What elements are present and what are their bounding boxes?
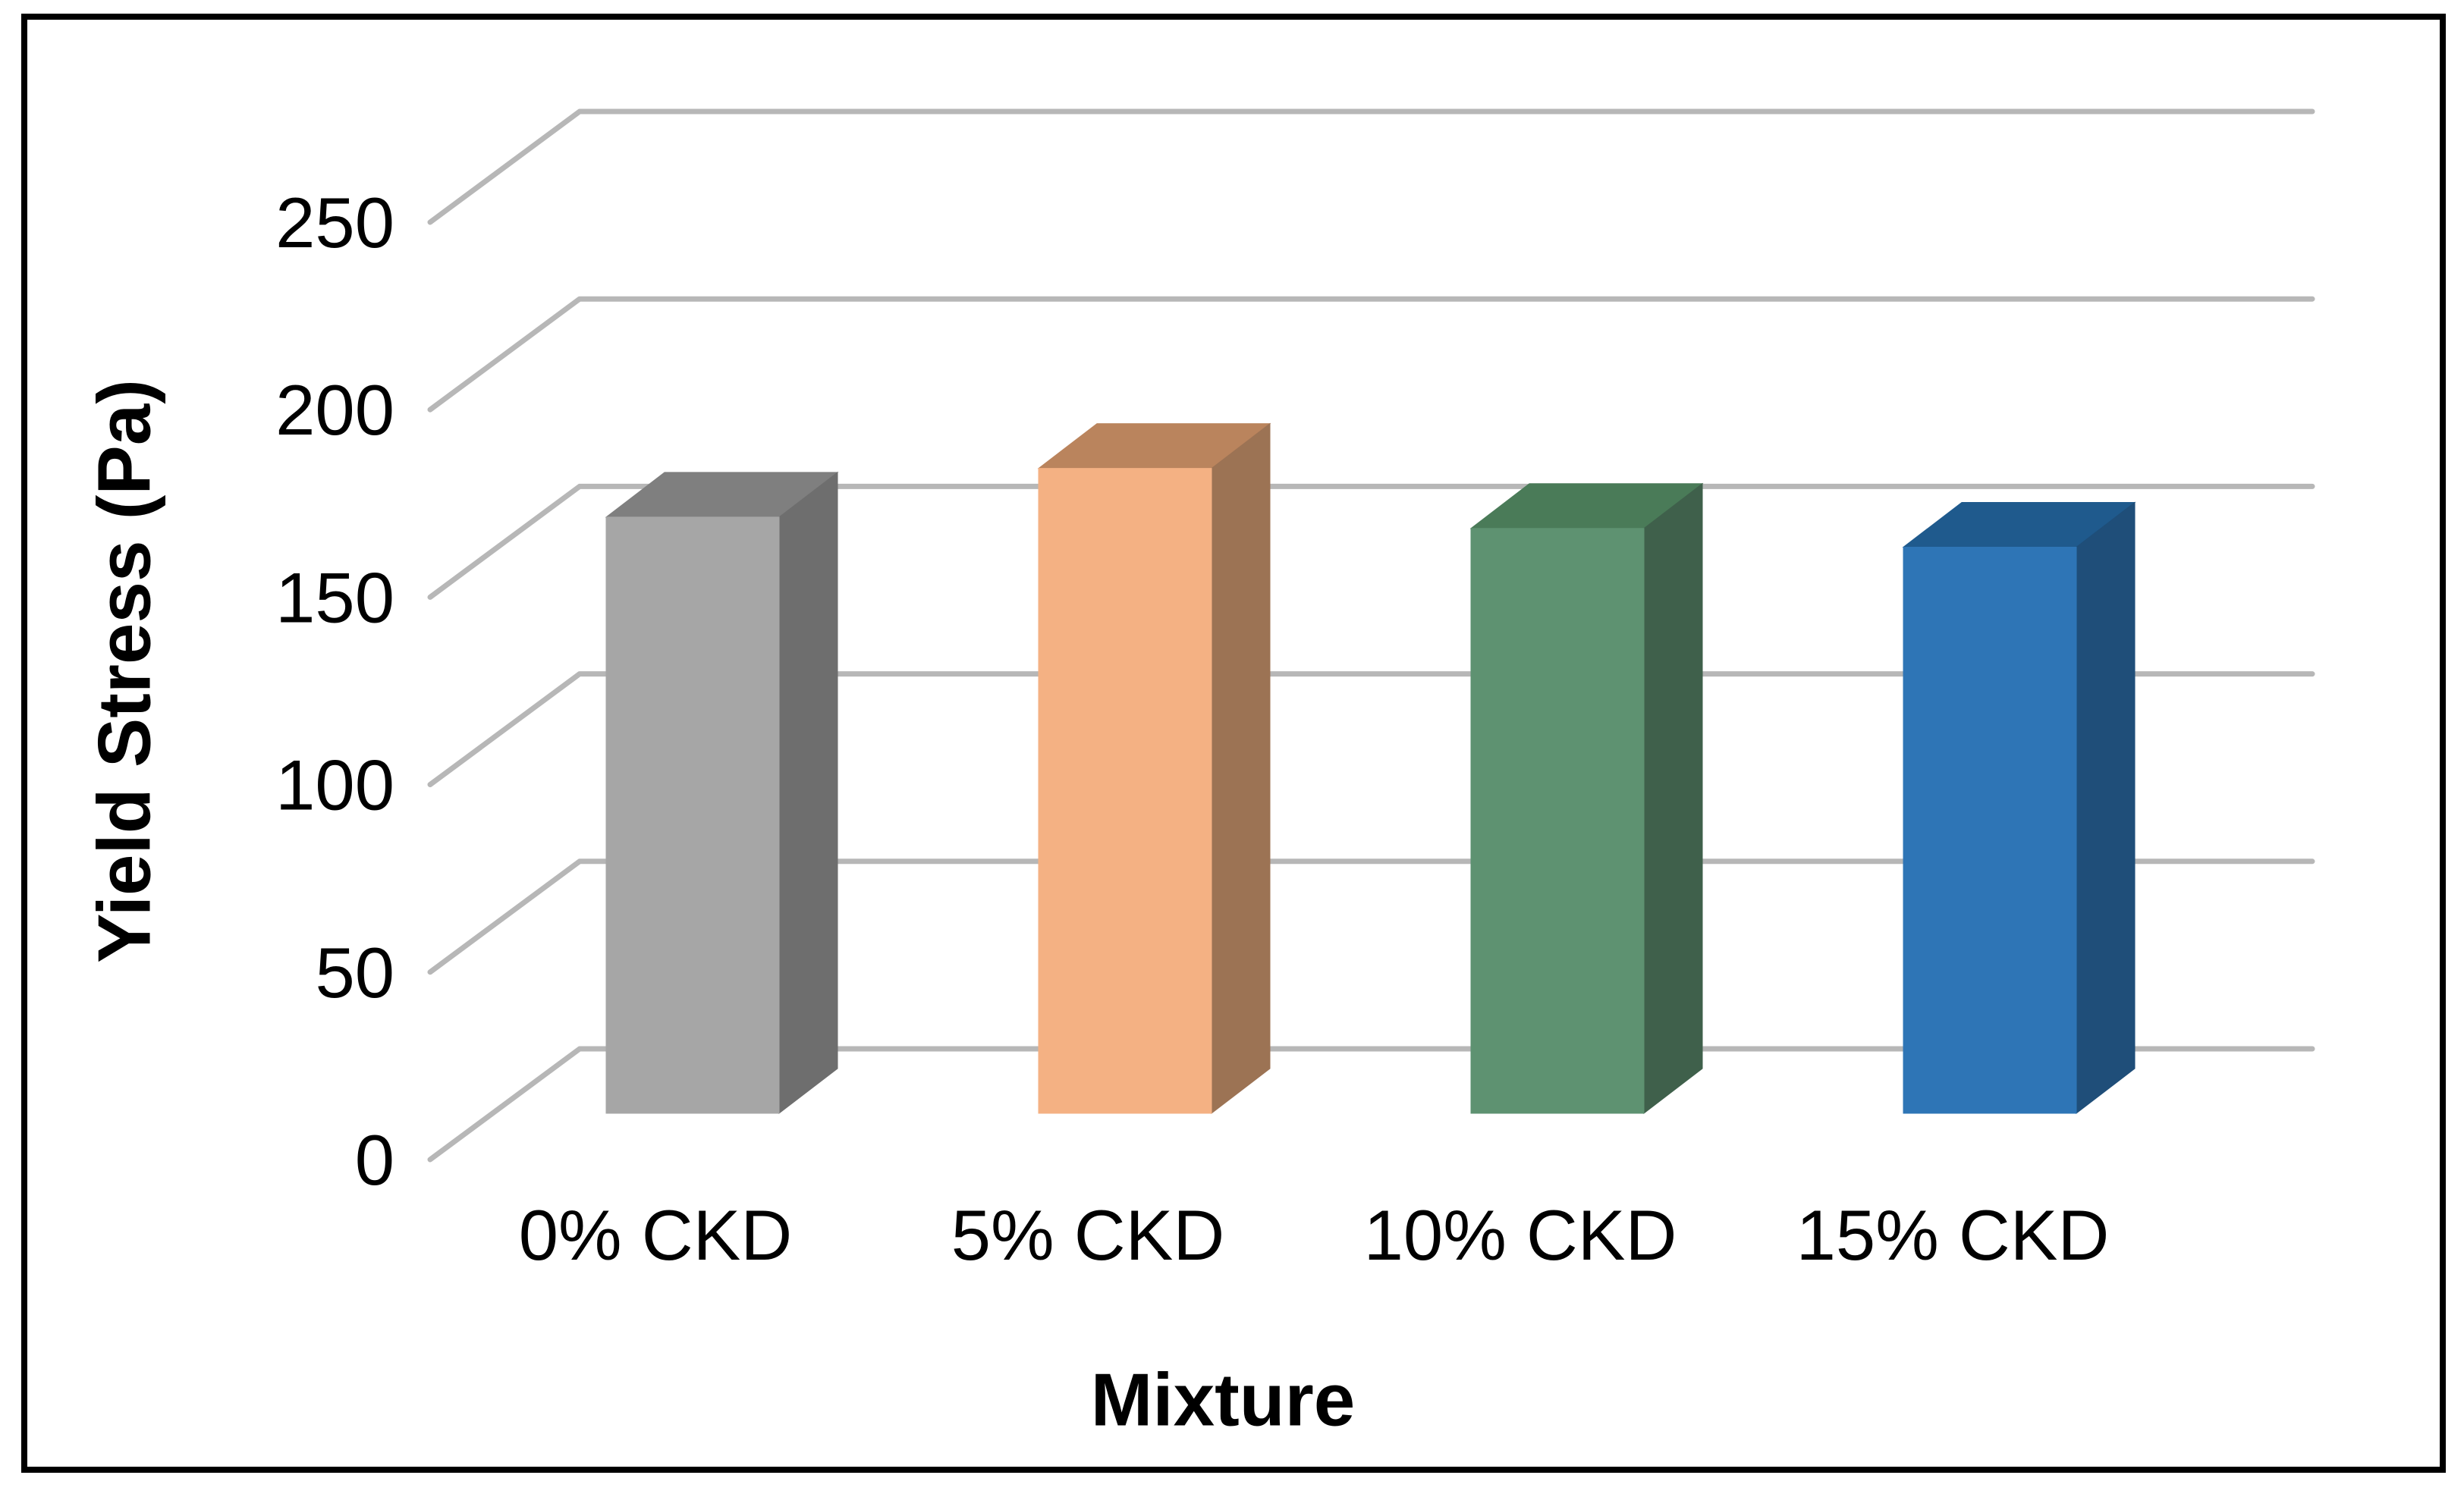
bar-10% CKD [1469, 482, 1704, 1115]
y-tick-label-100: 100 [275, 745, 394, 825]
gridline-0 [427, 1046, 2315, 1163]
gridline-150 [427, 483, 2315, 600]
bar-0% CKD [605, 471, 839, 1115]
gridline-50 [427, 858, 2315, 975]
y-tick-label-250: 250 [275, 183, 394, 262]
bar-front-face [1038, 468, 1212, 1114]
gridline-250 [427, 108, 2315, 225]
y-axis-title: Yield Stress (Pa) [82, 379, 166, 963]
x-category-label-4: 15% CKD [1796, 1195, 2110, 1275]
x-category-label-3: 10% CKD [1364, 1195, 1677, 1275]
x-axis-title: Mixture [1090, 1357, 1356, 1442]
gridline-200 [427, 296, 2315, 413]
bar-front-face [605, 516, 780, 1114]
bar-side-face [778, 471, 838, 1115]
bar-5% CKD [1037, 422, 1271, 1115]
bar-side-face [2076, 501, 2136, 1115]
bar-side-face [1643, 482, 1703, 1115]
bar-side-face [1211, 422, 1271, 1115]
gridline-100 [427, 671, 2315, 788]
x-category-label-2: 5% CKD [951, 1195, 1224, 1275]
bar-15% CKD [1902, 501, 2136, 1115]
y-tick-label-0: 0 [355, 1120, 394, 1200]
y-tick-label-150: 150 [275, 557, 394, 637]
bar-front-face [1903, 546, 2077, 1114]
bar-front-face [1470, 528, 1645, 1114]
y-tick-label-200: 200 [275, 370, 394, 450]
y-tick-label-50: 50 [315, 933, 394, 1012]
x-category-label-1: 0% CKD [519, 1195, 792, 1275]
